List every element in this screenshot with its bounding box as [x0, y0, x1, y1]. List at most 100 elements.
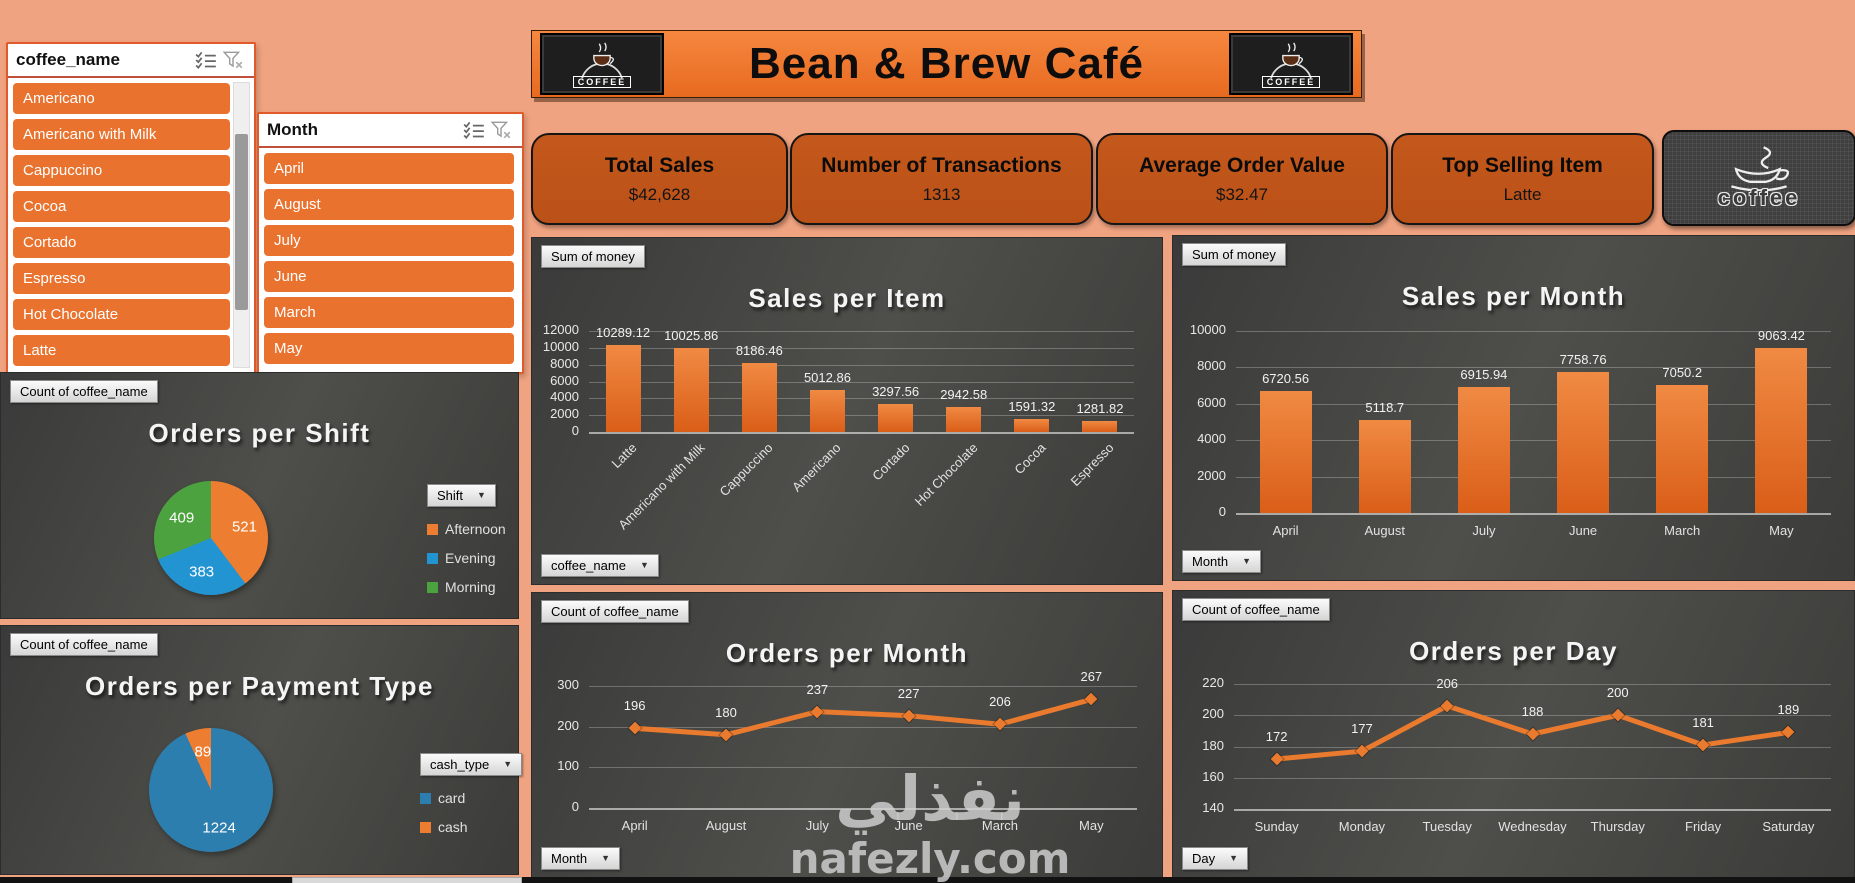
legend-label: card — [438, 790, 466, 806]
kpi-label: Number of Transactions — [821, 153, 1062, 177]
slicer-item[interactable]: April — [264, 153, 514, 184]
scrollbar[interactable] — [233, 82, 250, 368]
legend-item: cash — [420, 819, 522, 835]
legend-field-dropdown-shift[interactable]: Shift ▼ — [427, 484, 496, 507]
gridline — [589, 347, 1134, 349]
coffee-cup-icon — [1270, 42, 1312, 79]
slicer-item[interactable]: Americano with Milk — [13, 119, 230, 150]
kpi-total-sales: Total Sales $42,628 — [531, 133, 788, 225]
point-value-label: 189 — [1777, 702, 1800, 718]
y-axis-tick-label: 140 — [1202, 800, 1224, 815]
bar-value-label: 8186.46 — [735, 343, 783, 359]
bottom-edge-strip — [0, 877, 1855, 883]
chart-title: Orders per Day — [1409, 636, 1618, 666]
x-category-label: June — [1568, 523, 1598, 538]
pie-slice-label: 89 — [194, 743, 212, 761]
legend-swatch — [427, 552, 438, 564]
pie-slice-label: 383 — [189, 563, 215, 581]
legend-label: Evening — [445, 550, 496, 566]
dropdown-caret-icon: ▼ — [503, 759, 513, 769]
pivot-field-button[interactable]: Sum of money — [1182, 243, 1286, 266]
panel-orders-per-payment-type: Count of coffee_name Orders per Payment … — [0, 625, 523, 875]
y-axis-tick-label: 100 — [557, 758, 579, 774]
panel-sales-per-month: Sum of money Sales per Month 0 2000 4000 60… — [1172, 235, 1855, 581]
pivot-field-button[interactable]: Sum of money — [541, 245, 645, 268]
bar-value-label: 6915.94 — [1460, 367, 1508, 383]
x-category-label: Cortado — [868, 440, 913, 484]
legend-label: cash — [438, 819, 468, 835]
slicer-title: Month — [267, 120, 318, 139]
gridline — [1234, 684, 1831, 685]
gridline — [1234, 809, 1831, 811]
chart-title: Sales per Item — [748, 283, 946, 313]
point-value-label: 227 — [897, 685, 920, 701]
x-category-label: Espresso — [1067, 440, 1117, 489]
x-category-label: June — [894, 818, 923, 833]
gridline — [1234, 715, 1831, 717]
chart-legend: cash_type ▼ card cash — [420, 753, 523, 848]
y-axis-tick-label: 8000 — [1197, 358, 1226, 374]
line-series — [632, 696, 1094, 738]
pivot-field-button[interactable]: Count of coffee_name — [10, 633, 158, 656]
clear-filter-icon[interactable] — [222, 50, 246, 70]
slicer-item[interactable]: May — [264, 333, 514, 364]
logo-card-text: coffee — [1717, 185, 1801, 210]
multiselect-icon[interactable] — [462, 120, 486, 140]
gridline — [589, 432, 1134, 434]
x-category-label: Cappuccino — [716, 440, 776, 500]
pivot-field-button[interactable]: Count of coffee_name — [10, 380, 158, 403]
y-axis-tick-label: 2000 — [1197, 467, 1226, 483]
slicer-item[interactable]: Hot Chocolate — [13, 299, 230, 330]
y-axis-tick-label: 180 — [1202, 737, 1224, 753]
slicer-item-list: Americano Americano with Milk Cappuccino Co… — [13, 83, 230, 370]
slicer-coffee-name: coffee_name Americano Americano with Milk… — [6, 42, 256, 374]
clear-filter-icon[interactable] — [490, 120, 514, 140]
pie-chart-orders-per-payment-type: 1224 89 — [149, 728, 273, 852]
bar — [1082, 421, 1118, 432]
slicer-item[interactable]: August — [264, 189, 514, 220]
logo-badge-text: COFFEE — [1261, 76, 1321, 88]
axis-field-dropdown-month[interactable]: Month ▼ — [1182, 550, 1262, 573]
axis-field-label: coffee_name — [551, 558, 626, 573]
slicer-item[interactable]: March — [264, 297, 514, 328]
pivot-field-button[interactable]: Count of coffee_name — [541, 600, 689, 623]
pie-chart-orders-per-shift: 521 383 409 — [154, 481, 268, 595]
header-banner: COFFEE Bean & Brew Café COFFEE — [531, 30, 1362, 98]
gridline — [589, 381, 1134, 383]
slicer-item[interactable]: June — [264, 261, 514, 292]
slicer-item[interactable]: Espresso — [13, 263, 230, 294]
y-axis-tick-label: 0 — [571, 799, 579, 814]
gridline — [1236, 331, 1831, 332]
horizontal-scrollbar[interactable] — [292, 877, 522, 883]
bar — [1457, 387, 1510, 513]
slicer-item[interactable]: Latte — [13, 335, 230, 366]
y-axis-tick-label: 10000 — [1189, 322, 1226, 337]
slicer-item[interactable]: Cappuccino — [13, 155, 230, 186]
kpi-label: Top Selling Item — [1442, 153, 1603, 177]
chart-title: Orders per Month — [725, 638, 969, 668]
axis-field-dropdown-day[interactable]: Day ▼ — [1182, 847, 1249, 870]
legend-swatch — [427, 581, 438, 593]
legend-label: Morning — [445, 579, 496, 595]
axis-field-dropdown-month[interactable]: Month ▼ — [541, 847, 621, 870]
multiselect-icon[interactable] — [194, 50, 218, 70]
bar — [809, 389, 845, 432]
gridline — [589, 767, 1137, 769]
legend-field-dropdown-cash-type[interactable]: cash_type ▼ — [420, 753, 523, 776]
kpi-value: 1313 — [922, 184, 961, 204]
slicer-item[interactable]: Cortado — [13, 227, 230, 258]
scrollbar-thumb[interactable] — [235, 134, 248, 311]
x-category-label: Cocoa — [1011, 440, 1049, 478]
slicer-item[interactable]: Americano — [13, 83, 230, 114]
pivot-field-button[interactable]: Count of coffee_name — [1182, 598, 1330, 621]
bar-value-label: 3297.56 — [872, 384, 920, 400]
x-category-label: Thursday — [1590, 819, 1645, 834]
slicer-item[interactable]: Cocoa — [13, 191, 230, 222]
axis-field-dropdown-coffee-name[interactable]: coffee_name ▼ — [541, 554, 659, 577]
slicer-item[interactable]: July — [264, 225, 514, 256]
gridline — [589, 398, 1134, 400]
y-axis-tick-label: 2000 — [550, 406, 579, 422]
axis-field-label: Month — [1192, 554, 1229, 569]
bar — [1755, 348, 1808, 513]
bar-value-label: 2942.58 — [940, 387, 988, 403]
